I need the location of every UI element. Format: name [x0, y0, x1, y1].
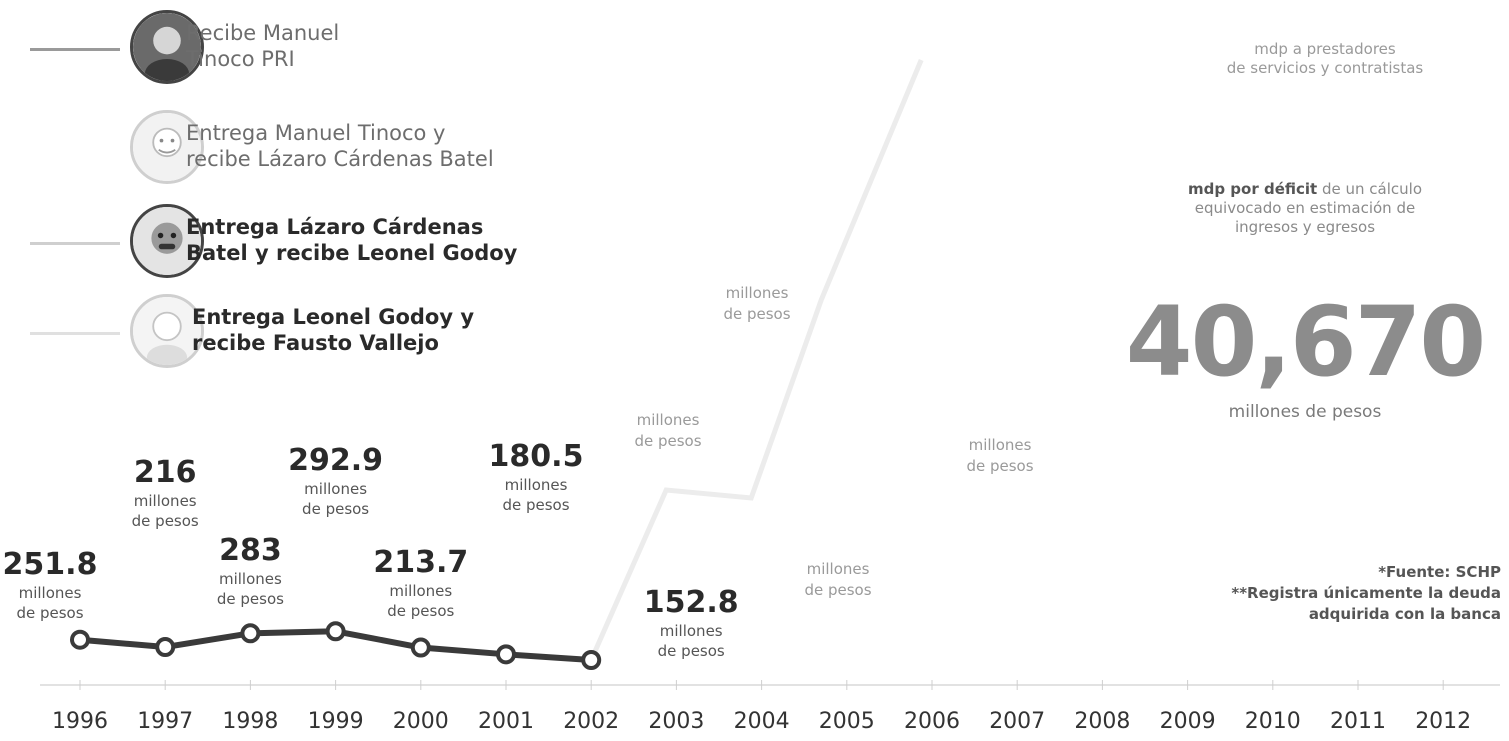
- data-point: [581, 650, 602, 670]
- data-point: [155, 637, 176, 658]
- data-label-unit: millones: [19, 584, 82, 602]
- source-note: *Fuente: SCHP **Registra únicamente la d…: [1231, 563, 1501, 623]
- faded-unit-label: millones: [637, 411, 700, 429]
- x-tick-label: 1997: [137, 709, 193, 734]
- legend-text: Recibe Manuel Tinoco PRI: [186, 21, 340, 71]
- data-label-unit: de pesos: [387, 602, 454, 620]
- data-label-unit: millones: [660, 622, 723, 640]
- data-label-value: 216: [134, 455, 197, 490]
- x-tick-label: 2003: [648, 709, 704, 734]
- data-point: [240, 623, 261, 644]
- x-tick-label: 2009: [1160, 709, 1216, 734]
- faded-trend-path: [588, 59, 924, 662]
- faded-trend-line: [588, 59, 924, 662]
- legend-item-godoy-vallejo: Entrega Leonel Godoy y recibe Fausto Val…: [30, 290, 590, 370]
- x-tick-label: 2008: [1074, 709, 1130, 734]
- data-label-unit: de pesos: [502, 496, 569, 514]
- data-label-value: 152.8: [644, 585, 739, 620]
- faded-unit-label: de pesos: [966, 457, 1033, 475]
- legend-text: Entrega Leonel Godoy y recibe Fausto Val…: [192, 305, 475, 355]
- legend-text: Entrega Lázaro Cárdenas Batel y recibe L…: [186, 215, 518, 265]
- data-label-unit: de pesos: [217, 590, 284, 608]
- x-tick-label: 2001: [478, 709, 534, 734]
- series-points: [70, 621, 602, 670]
- faded-unit-label: millones: [969, 436, 1032, 454]
- x-tick-label: 1996: [52, 709, 108, 734]
- data-point: [496, 644, 516, 665]
- data-labels: 251.8 millones de pesos 216 millones de pesos…: [3, 284, 1034, 660]
- legend-item-tinoco-cardenas: Entrega Manuel Tinoco y recibe Lázaro Cá…: [30, 106, 590, 186]
- data-label-unit: de pesos: [16, 604, 83, 622]
- faded-unit-label: de pesos: [634, 432, 701, 450]
- data-point: [410, 637, 431, 658]
- data-label-unit: de pesos: [302, 500, 369, 518]
- x-tick-label: 2000: [393, 709, 449, 734]
- x-tick-label: 2012: [1415, 709, 1471, 734]
- legend-text: Entrega Manuel Tinoco y recibe Lázaro Cá…: [186, 121, 494, 171]
- x-tick-label: 2011: [1330, 709, 1386, 734]
- portrait-icon: [130, 10, 204, 84]
- data-label-unit: millones: [389, 582, 452, 600]
- data-label-value: 180.5: [489, 439, 584, 474]
- total-debt-unit: millones de pesos: [1228, 402, 1382, 422]
- data-label-unit: de pesos: [658, 642, 725, 660]
- data-point: [70, 629, 90, 650]
- x-tick-label: 1998: [222, 709, 278, 734]
- data-label-unit: millones: [219, 570, 282, 588]
- x-tick-label: 2004: [734, 709, 790, 734]
- portrait-icon: [130, 294, 204, 368]
- x-axis: 1996 1997 1998 1999 2000 2001 2002 2003 2004 2005…: [40, 680, 1500, 734]
- faded-unit-label: millones: [807, 560, 870, 578]
- x-tick-label: 2002: [563, 709, 619, 734]
- legend-item-tinoco: Recibe Manuel Tinoco PRI: [30, 6, 590, 86]
- faded-unit-label: millones: [726, 284, 789, 302]
- total-debt-number: 40,670: [1125, 286, 1486, 398]
- x-tick-label: 2005: [819, 709, 875, 734]
- faded-unit-label: de pesos: [723, 305, 790, 323]
- x-tick-label: 2007: [989, 709, 1045, 734]
- faded-unit-label: de pesos: [804, 581, 871, 599]
- x-tick-label: 2006: [904, 709, 960, 734]
- portrait-icon: [130, 204, 204, 278]
- deficit-note: mdp por déficit de un cálculo equivocado…: [1187, 180, 1422, 236]
- legend-connector-line: [30, 48, 120, 51]
- data-label-value: 213.7: [373, 545, 468, 580]
- data-label-unit: millones: [304, 480, 367, 498]
- x-tick-label: 2010: [1245, 709, 1301, 734]
- data-label-value: 251.8: [3, 547, 98, 582]
- data-label-unit: millones: [505, 476, 568, 494]
- legend-item-cardenas-godoy: Entrega Lázaro Cárdenas Batel y recibe L…: [30, 200, 590, 280]
- legend-connector-line: [30, 242, 120, 245]
- portrait-icon: [130, 110, 204, 184]
- contractors-note: mdp a prestadores de servicios y contrat…: [1226, 40, 1424, 77]
- data-label-unit: millones: [134, 492, 197, 510]
- data-label-value: 292.9: [288, 443, 383, 478]
- data-point: [325, 621, 346, 642]
- x-tick-label: 1999: [308, 709, 364, 734]
- data-label-value: 283: [219, 533, 282, 568]
- data-label-unit: de pesos: [132, 512, 199, 530]
- legend-connector-line: [30, 332, 120, 335]
